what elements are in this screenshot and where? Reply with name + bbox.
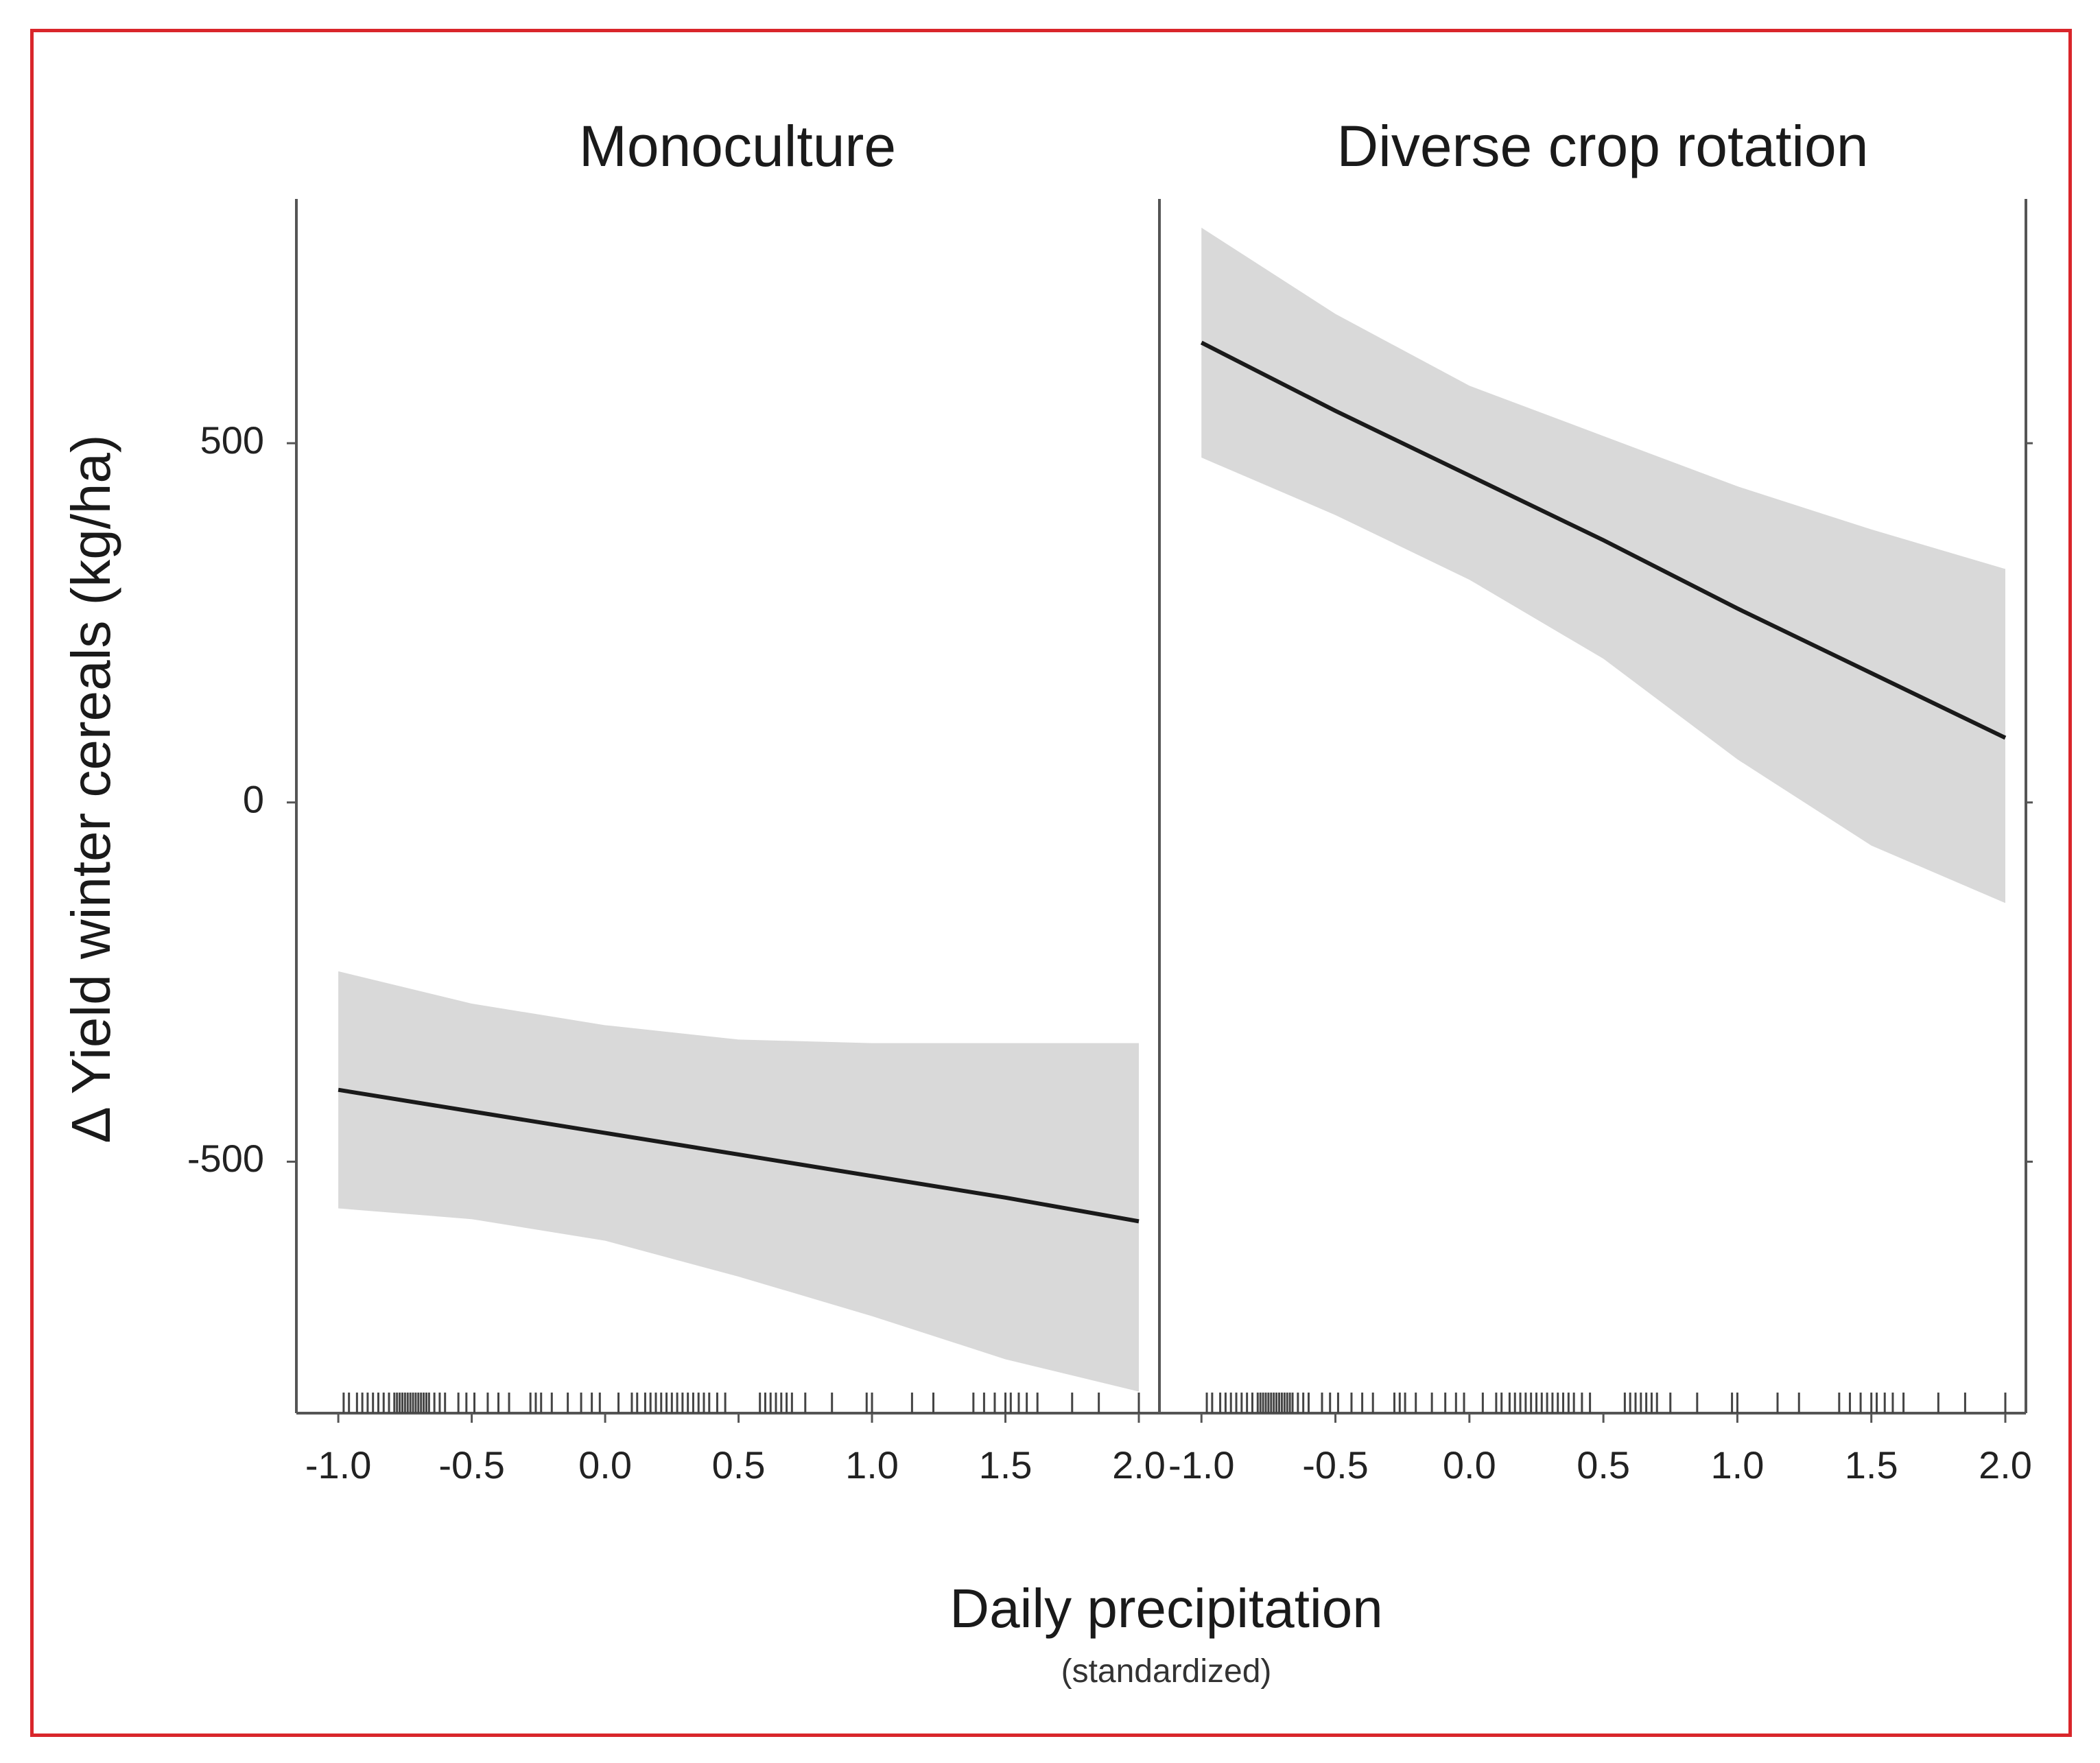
x-tick-label: 1.0 [845, 1443, 899, 1487]
fit-line [338, 1087, 1140, 1224]
diverse-rotation-fit-line [1200, 340, 2007, 740]
x-tick-label: 2.0 [1112, 1443, 1166, 1487]
confidence-band [1201, 227, 2005, 903]
panel-title-monoculture: Monoculture [579, 114, 896, 178]
monoculture-x-ticks [337, 1413, 1140, 1423]
fit-line [1200, 340, 2007, 740]
x-tick-label: 0.0 [578, 1443, 632, 1487]
x-tick-label: 0.5 [712, 1443, 766, 1487]
x-tick-label: -0.5 [1302, 1443, 1369, 1487]
x-tick-label: 0.5 [1577, 1443, 1630, 1487]
x-tick-label: -0.5 [438, 1443, 505, 1487]
panel-title-diverse-rotation: Diverse crop rotation [1337, 114, 1869, 178]
x-tick-label: -1.0 [305, 1443, 372, 1487]
x-tick-label: 1.5 [979, 1443, 1033, 1487]
x-tick-label: 1.0 [1710, 1443, 1764, 1487]
y-tick-label: 0 [243, 778, 264, 821]
figure-frame [30, 29, 2072, 1737]
monoculture-rug [342, 1393, 1140, 1413]
x-tick-label: 0.0 [1443, 1443, 1496, 1487]
y-tick-label: 500 [200, 418, 264, 462]
monoculture-confidence-band [338, 971, 1139, 1392]
x-axis-title: Daily precipitation [949, 1578, 1382, 1639]
monoculture-fit-line [338, 1087, 1140, 1224]
confidence-band [338, 971, 1139, 1392]
x-axis-subtitle: (standardized) [1061, 1653, 1272, 1690]
diverse-rotation-x-ticks [1200, 1413, 2007, 1423]
diverse-rotation-confidence-band [1201, 227, 2005, 903]
y-tick-label: -500 [187, 1137, 264, 1180]
x-tick-label: -1.0 [1168, 1443, 1235, 1487]
x-tick-label: 2.0 [1979, 1443, 2032, 1487]
y-axis-title: Δ Yield winter cereals (kg/ha) [60, 434, 121, 1143]
diverse-rotation-rug [1205, 1393, 2007, 1413]
x-tick-label: 1.5 [1845, 1443, 1898, 1487]
